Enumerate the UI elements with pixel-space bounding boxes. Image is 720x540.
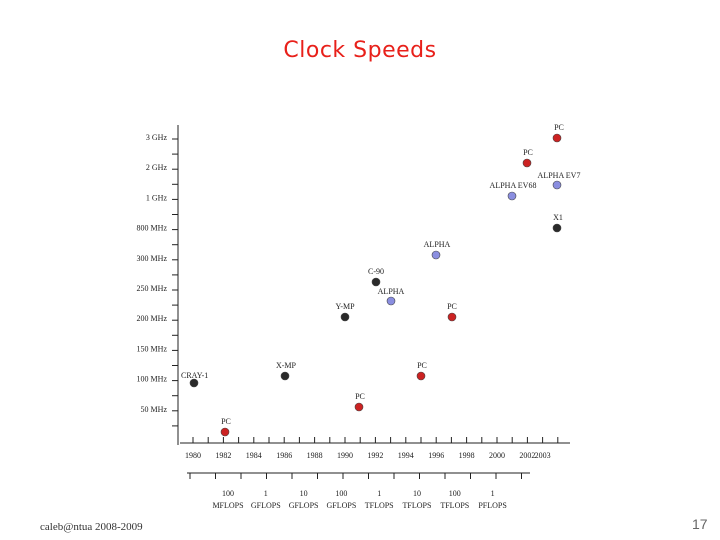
data-point (354, 402, 364, 412)
data-point (552, 223, 562, 233)
perf-tick-unit: GFLOPS (327, 501, 357, 510)
x-tick-label: 1990 (337, 451, 353, 460)
data-point-label: PC (523, 148, 533, 157)
footer-credit: caleb@ntua 2008-2009 (40, 521, 143, 533)
y-tick-label: 300 MHz (137, 254, 168, 263)
x-tick-label: 1996 (428, 451, 444, 460)
data-point (552, 133, 562, 143)
data-point (189, 378, 199, 388)
x-tick-label: 1982 (215, 451, 231, 460)
data-point (522, 158, 532, 168)
x-tick-label: 1998 (459, 451, 475, 460)
data-point-label: X1 (553, 213, 563, 222)
y-tick-label: 1 GHz (146, 193, 168, 202)
perf-tick-value: 1 (264, 489, 268, 498)
data-point (507, 191, 517, 201)
data-point-label: PC (355, 392, 365, 401)
perf-tick-value: 100 (335, 489, 347, 498)
data-point (340, 312, 350, 322)
y-tick-label: 150 MHz (137, 344, 168, 353)
y-tick-label: 3 GHz (146, 133, 168, 142)
x-tick-label: 2000 (489, 451, 505, 460)
perf-tick-value: 100 (222, 489, 234, 498)
data-point-label: CRAY-1 (181, 371, 208, 380)
perf-tick-value: 10 (413, 489, 421, 498)
y-tick-label: 2 GHz (146, 163, 168, 172)
y-tick-label: 250 MHz (137, 284, 168, 293)
x-tick-label: 1980 (185, 451, 201, 460)
perf-tick-value: 1 (377, 489, 381, 498)
data-point (386, 296, 396, 306)
x-tick-label: 1984 (246, 451, 262, 460)
perf-tick-unit: TFLOPS (403, 501, 432, 510)
perf-tick-unit: PFLOPS (478, 501, 506, 510)
data-point (280, 371, 290, 381)
x-tick-label: 1986 (276, 451, 292, 460)
perf-tick-unit: GFLOPS (251, 501, 281, 510)
data-point-label: PC (554, 123, 564, 132)
x-tick-label: 1992 (367, 451, 383, 460)
perf-tick-unit: MFLOPS (212, 501, 243, 510)
data-point (416, 371, 426, 381)
perf-tick-value: 100 (449, 489, 461, 498)
x-tick-label: 2003 (535, 451, 551, 460)
data-point-label: X-MP (276, 361, 297, 370)
perf-tick-unit: TFLOPS (440, 501, 469, 510)
data-point (371, 277, 381, 287)
perf-tick-value: 10 (300, 489, 308, 498)
data-point-label: ALPHA EV7 (538, 171, 581, 180)
data-point (220, 427, 230, 437)
perf-tick-unit: TFLOPS (365, 501, 394, 510)
data-point (447, 312, 457, 322)
data-point-label: PC (447, 302, 457, 311)
data-point-label: ALPHA (378, 287, 405, 296)
data-point-label: PC (417, 361, 427, 370)
data-point-label: ALPHA (424, 240, 451, 249)
data-point-label: ALPHA EV68 (490, 181, 537, 190)
page-number: 17 (692, 516, 708, 532)
y-tick-label: 800 MHz (137, 224, 168, 233)
y-tick-label: 200 MHz (137, 314, 168, 323)
y-tick-label: 100 MHz (137, 375, 168, 384)
perf-tick-value: 1 (491, 489, 495, 498)
data-point-label: Y-MP (335, 302, 355, 311)
y-tick-label: 50 MHz (141, 405, 168, 414)
data-point-label: PC (221, 417, 231, 426)
page-title: Clock Speeds (283, 38, 437, 63)
data-point (552, 180, 562, 190)
perf-tick-unit: GFLOPS (289, 501, 319, 510)
x-tick-label: 2002 (519, 451, 535, 460)
data-point-label: C-90 (368, 267, 384, 276)
x-tick-label: 1988 (307, 451, 323, 460)
x-tick-label: 1994 (398, 451, 414, 460)
data-point (431, 250, 441, 260)
